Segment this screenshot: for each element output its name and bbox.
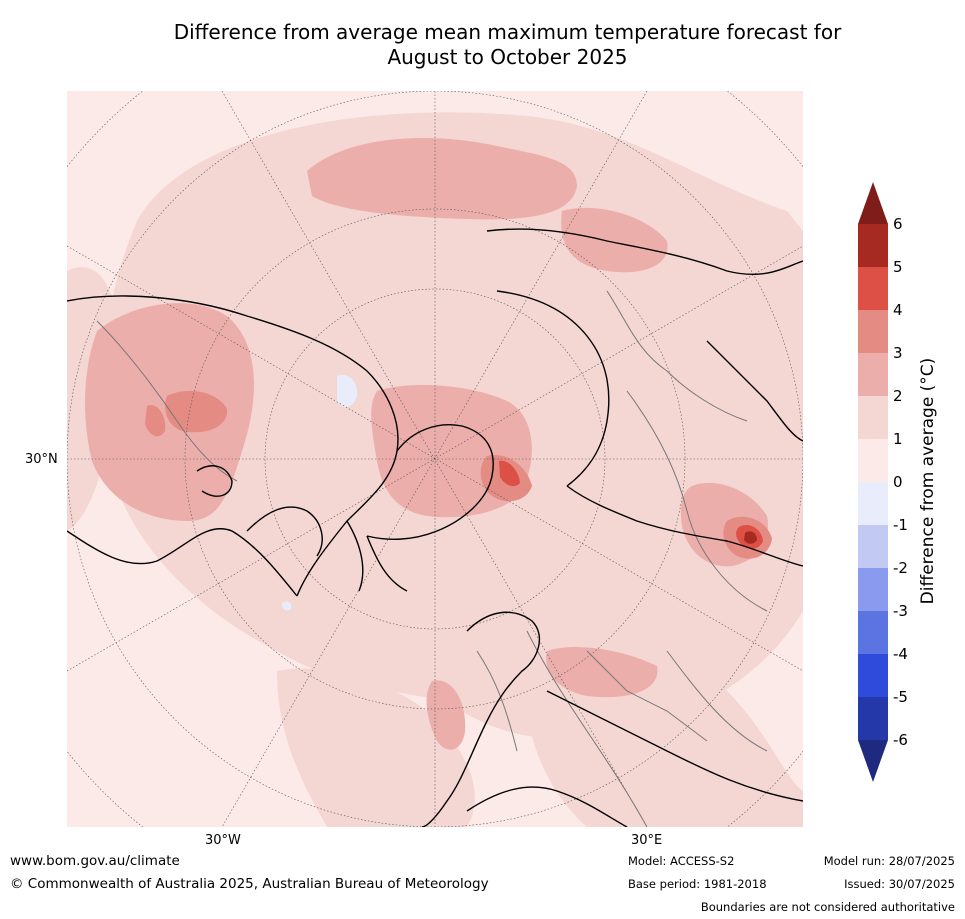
colorbar-tick-label: 0 — [893, 473, 903, 491]
boundaries-disclaimer: Boundaries are not considered authoritat… — [700, 900, 955, 914]
colorbar-over-arrow — [858, 182, 888, 224]
anomaly-region-0-m1 — [337, 374, 358, 408]
website-url: www.bom.gov.au/climate — [10, 853, 180, 869]
anomaly-region-2-3 — [307, 138, 577, 220]
colorbar-tick-label: -4 — [893, 645, 908, 663]
anomaly-region-2-3 — [546, 646, 658, 698]
colorbar-segment — [858, 568, 888, 611]
colorbar-segment — [858, 267, 888, 310]
anomaly-region-3-4 — [145, 405, 166, 437]
colorbar-tick-label: 1 — [893, 430, 903, 448]
colorbar-segment — [858, 353, 888, 396]
model-run-date: Model run: 28/07/2025 — [823, 854, 955, 868]
colorbar-segment — [858, 611, 888, 654]
title-line-2: August to October 2025 — [387, 45, 628, 69]
title-line-1: Difference from average mean maximum tem… — [173, 20, 842, 44]
copyright-notice: © Commonwealth of Australia 2025, Austra… — [10, 876, 489, 892]
lon-label-30w: 30°W — [205, 833, 241, 848]
anomaly-region-1-2 — [277, 668, 475, 827]
graticule — [67, 91, 803, 827]
colorbar-segment — [858, 482, 888, 525]
colorbar-tick-label: -2 — [893, 559, 908, 577]
colorbar-segment — [858, 310, 888, 353]
anomaly-region-2-3 — [426, 680, 466, 750]
colorbar-segment — [858, 224, 888, 267]
colorbar-segment — [858, 697, 888, 740]
colorbar-tick-label: 5 — [893, 258, 903, 276]
colorbar — [858, 182, 888, 782]
colorbar-under-arrow — [858, 740, 888, 782]
map-canvas — [67, 91, 803, 827]
model-name: Model: ACCESS-S2 — [628, 854, 735, 868]
anomaly-region-3-4 — [165, 390, 228, 433]
anomaly-region-5-6 — [744, 531, 757, 544]
anomaly-region-4-5 — [499, 460, 520, 487]
colorbar-tick-label: 4 — [893, 301, 903, 319]
colorbar-tick-label: -6 — [893, 731, 908, 749]
chart-title: Difference from average mean maximum tem… — [60, 20, 955, 70]
colorbar-graphic — [858, 182, 888, 782]
lon-label-30e: 30°E — [631, 833, 663, 848]
colorbar-segment — [858, 439, 888, 482]
colorbar-tick-label: 6 — [893, 215, 903, 233]
colorbar-tick-label: -1 — [893, 516, 908, 534]
colorbar-tick-label: 3 — [893, 344, 903, 362]
anomaly-region-0-m1 — [281, 601, 292, 611]
issued-date: Issued: 30/07/2025 — [844, 877, 955, 891]
colorbar-segment — [858, 654, 888, 697]
colorbar-segment — [858, 396, 888, 439]
colorbar-title: Difference from average (°C) — [918, 357, 938, 605]
forecast-map — [67, 91, 803, 827]
colorbar-tick-label: 2 — [893, 387, 903, 405]
lat-label-30n: 30°N — [25, 452, 58, 467]
colorbar-tick-label: -5 — [893, 688, 908, 706]
anomaly-region-2-3 — [561, 207, 668, 273]
colorbar-segment — [858, 525, 888, 568]
base-period: Base period: 1981-2018 — [628, 877, 767, 891]
colorbar-tick-label: -3 — [893, 602, 908, 620]
coastlines — [67, 228, 803, 827]
